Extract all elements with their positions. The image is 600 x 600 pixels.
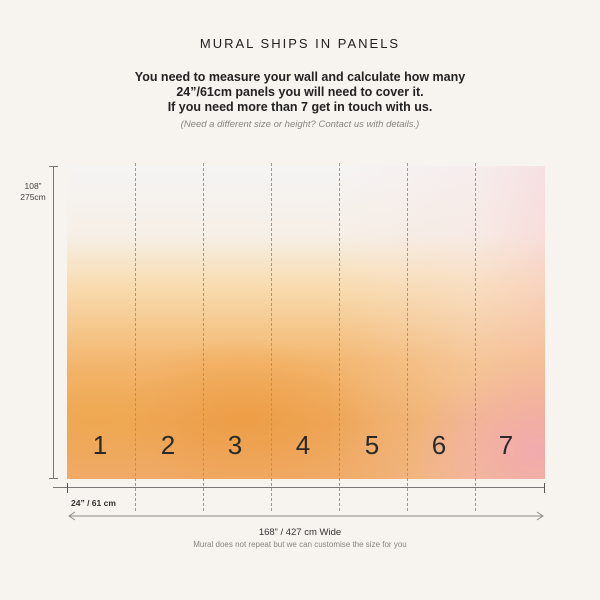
- panel-number-1: 1: [92, 430, 108, 460]
- page-title: MURAL SHIPS IN PANELS: [199, 36, 401, 51]
- height-measure-line: [53, 166, 54, 478]
- intro-line-3: If you need more than 7 get in touch wit…: [167, 100, 433, 114]
- panel-divider: [271, 163, 272, 511]
- panel-divider: [135, 163, 136, 511]
- height-measure-cap-bottom: [49, 478, 58, 479]
- panel-number-2: 2: [160, 430, 176, 460]
- height-metric: 275cm: [20, 192, 46, 202]
- custom-size-note: (Need a different size or height? Contac…: [180, 119, 420, 130]
- panel-number-6: 6: [431, 430, 447, 460]
- panel-width-label: 24” / 61 cm: [71, 498, 116, 508]
- panel-number-3: 3: [227, 430, 243, 460]
- width-arrow-icon: [68, 511, 544, 521]
- panel-divider: [203, 163, 204, 511]
- height-label: 108” 275cm: [10, 181, 56, 203]
- panel-divider: [475, 163, 476, 511]
- total-width-label: 168” / 427 cm Wide: [258, 527, 342, 538]
- panel-number-5: 5: [364, 430, 380, 460]
- intro-text: You need to measure your wall and calcul…: [0, 70, 600, 115]
- height-measure-cap-top: [49, 166, 58, 167]
- panel-divider: [339, 163, 340, 511]
- height-imperial: 108”: [24, 181, 42, 191]
- intro-line-2: 24”/61cm panels you will need to cover i…: [176, 85, 424, 99]
- intro-line-1: You need to measure your wall and calcul…: [134, 70, 466, 84]
- panel-divider: [407, 163, 408, 511]
- base-measure-cap-right: [544, 483, 545, 493]
- width-note: Mural does not repeat but we can customi…: [193, 540, 407, 549]
- panel-number-7: 7: [498, 430, 514, 460]
- panel-number-4: 4: [295, 430, 311, 460]
- base-measure-cap-left: [67, 483, 68, 493]
- mural-preview: [67, 166, 545, 479]
- base-measure-line: [53, 487, 545, 488]
